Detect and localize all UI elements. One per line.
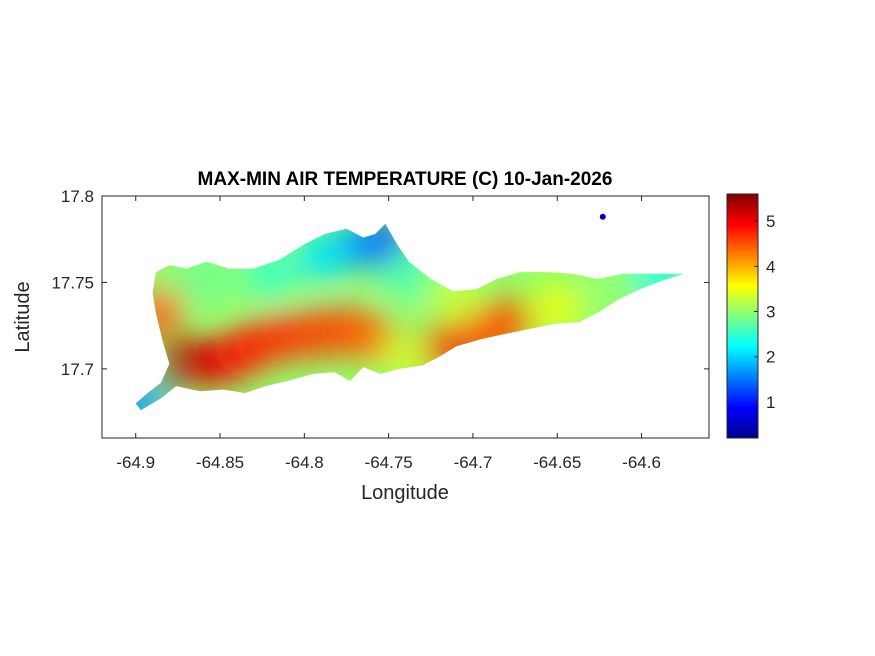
- plot-area: -64.9 -64.85 -64.8 -64.75 -64.7 -64.65 -64.6 1…: [51, 187, 710, 472]
- y-axis-ticks: 17.7 17.75 17.8: [51, 187, 709, 379]
- y-tick-label: 17.75: [51, 273, 94, 292]
- colorbar-ticks: 1 2 3 4 5: [754, 212, 775, 412]
- x-tick-label: -64.65: [533, 453, 581, 472]
- colorbar-tick-label: 2: [766, 348, 775, 367]
- y-axis-label: Latitude: [12, 281, 34, 352]
- y-tick-label: 17.7: [61, 360, 94, 379]
- y-tick-label: 17.8: [61, 187, 94, 206]
- axes-box: [101, 195, 710, 439]
- map-title: MAX-MIN AIR TEMPERATURE (C) 10-Jan-2026: [198, 169, 613, 190]
- temperature-field: [135, 223, 684, 411]
- x-tick-label: -64.6: [622, 453, 661, 472]
- temperature-hotspot-13: [592, 267, 641, 316]
- outlier-station: [599, 213, 606, 220]
- temperature-hotspot-17: [246, 249, 295, 298]
- temperature-hotspot-24: [135, 381, 164, 411]
- x-tick-label: -64.9: [116, 453, 155, 472]
- colorbar-ramp: [726, 193, 759, 439]
- temperature-hotspot-14: [634, 253, 683, 302]
- temperature-hotspot-16: [182, 255, 231, 303]
- field-base: [135, 223, 684, 411]
- temperature-hotspot-11: [381, 334, 430, 383]
- x-tick-label: -64.7: [454, 453, 493, 472]
- x-tick-label: -64.75: [365, 453, 413, 472]
- temperature-hotspot-25: [135, 287, 184, 336]
- x-axis-label: Longitude: [361, 482, 449, 504]
- colorbar: 1 2 3 4 5: [726, 193, 775, 439]
- temperature-hotspot-22: [432, 275, 481, 324]
- temperature-hotspot-21: [381, 249, 430, 298]
- temperature-hotspot-12: [533, 284, 582, 333]
- colorbar-tick-label: 5: [766, 212, 775, 231]
- x-axis-ticks: -64.9 -64.85 -64.8 -64.75 -64.7 -64.65 -64.6: [116, 196, 661, 472]
- temperature-hotspot-18: [297, 232, 346, 281]
- colorbar-tick-label: 4: [766, 257, 775, 276]
- x-tick-label: -64.85: [196, 453, 244, 472]
- colorbar-tick-label: 3: [766, 302, 775, 321]
- x-tick-label: -64.8: [285, 453, 324, 472]
- colorbar-tick-label: 1: [766, 393, 775, 412]
- temperature-hotspot-10: [482, 298, 531, 347]
